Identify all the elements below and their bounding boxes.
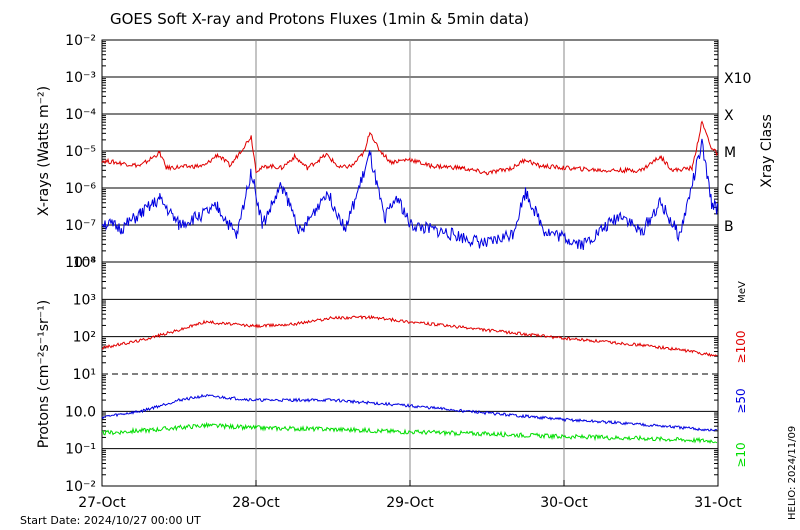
legend-entry-green: ≥10 <box>734 442 748 467</box>
series-line-red <box>101 314 718 358</box>
xray-class-label: C <box>724 182 734 198</box>
y-tick-label: 10⁻¹ <box>65 442 96 458</box>
series-line-green <box>101 421 718 444</box>
y-axis-label: X-rays (Watts m⁻²) <box>36 86 52 216</box>
xray-class-label: M <box>724 145 736 161</box>
x-tick-label: 28-Oct <box>232 495 280 511</box>
proton-panel: 10⁴ 10³ 10² 10¹ 10.0 10⁻¹ 10⁻² Protons (cm⁻²s⁻¹… <box>36 255 748 511</box>
chart-title: GOES Soft X-ray and Protons Fluxes (1min… <box>110 10 529 28</box>
xray-class-axis-label: Xray Class <box>759 114 775 188</box>
xray-class-label: X <box>724 108 734 124</box>
y-tick-label: 10⁻³ <box>65 70 96 86</box>
y-tick-label: 10⁻² <box>65 33 96 49</box>
y-tick-label: 10⁻⁴ <box>65 107 96 123</box>
series-line-blue <box>101 393 718 432</box>
xray-panel: 10⁻² 10⁻³ 10⁻⁴ 10⁻⁵ 10⁻⁶ 10⁻⁷ 10⁻⁸ X-rays (Watt… <box>36 33 775 271</box>
y-tick-label: 10³ <box>73 292 96 308</box>
legend-entry-blue: ≥50 <box>734 388 748 413</box>
xray-class-label: B <box>724 219 734 235</box>
x-tick-label: 31-Oct <box>694 495 742 511</box>
y-tick-label: 10⁴ <box>73 255 97 271</box>
y-tick-label: 10⁻⁸ <box>65 255 96 271</box>
start-date-label: Start Date: 2024/10/27 00:00 UT <box>20 514 201 527</box>
y-tick-label: 10⁻⁶ <box>65 181 96 197</box>
unit-label: MeV <box>737 281 748 303</box>
y-tick-label: 10⁻² <box>65 479 96 495</box>
x-tick-label: 30-Oct <box>540 495 588 511</box>
series-line-red <box>101 120 719 176</box>
x-tick-label: 29-Oct <box>386 495 434 511</box>
y-tick-label: 10² <box>73 330 96 346</box>
y-tick-label: 10¹ <box>73 367 96 383</box>
series-line-blue <box>101 138 719 250</box>
legend-entry-red: ≥100 <box>734 331 748 364</box>
helio-date-label: HELIO: 2024/11/09 <box>787 426 798 520</box>
y-tick-label: 10⁻⁷ <box>65 218 96 234</box>
xray-class-label: X10 <box>724 71 751 87</box>
x-tick-label: 27-Oct <box>78 495 126 511</box>
y-tick-label: 10.0 <box>65 404 96 420</box>
y-axis-label: Protons (cm⁻²s⁻¹sr⁻¹) <box>36 300 52 449</box>
y-tick-label: 10⁻⁵ <box>65 144 96 160</box>
